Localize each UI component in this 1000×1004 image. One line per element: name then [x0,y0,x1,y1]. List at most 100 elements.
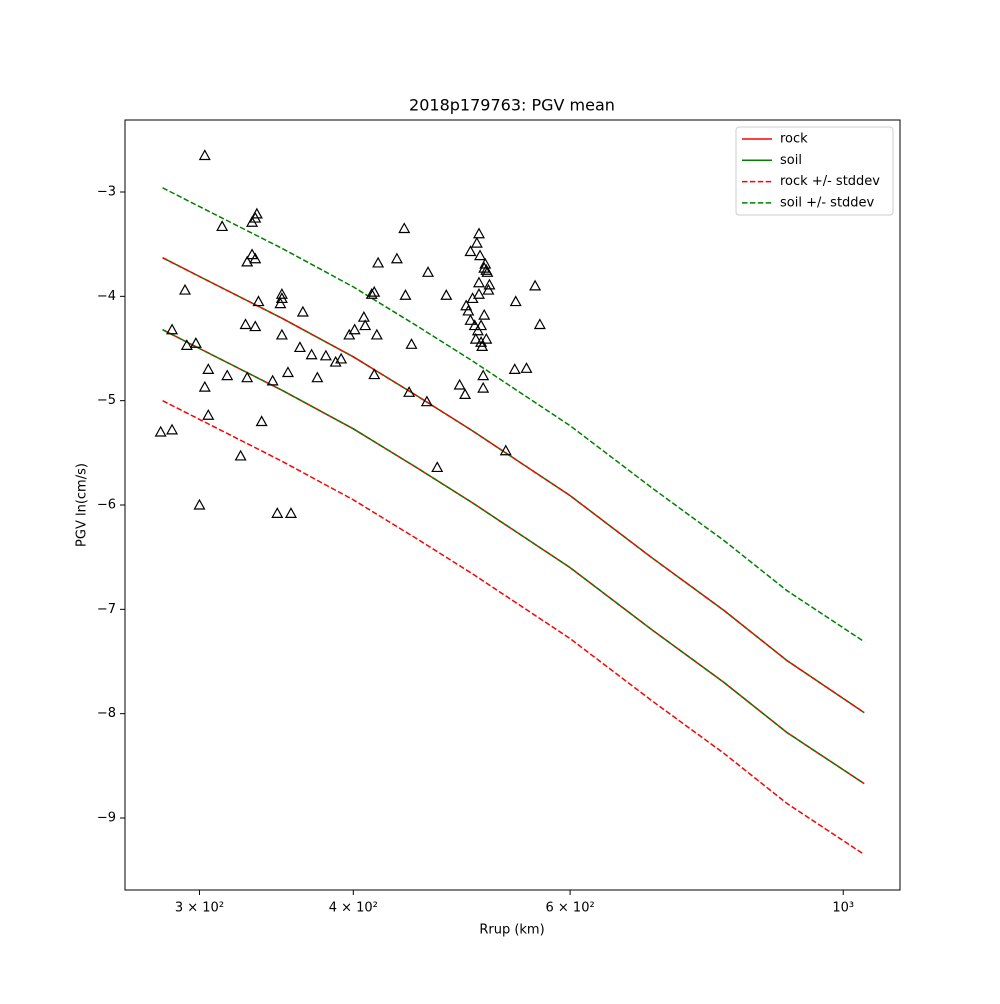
data-point [372,256,385,268]
data-point [470,236,483,248]
data-point [274,297,287,309]
data-point [357,310,370,322]
data-point [403,386,416,397]
data-point [198,380,211,392]
stddev-line [162,329,865,785]
data-point [178,283,192,295]
axes-frame [124,119,901,891]
y-tick-label: −7 [97,602,116,617]
data-point [459,388,472,400]
data-point [359,319,372,331]
data-point [509,295,522,307]
mean-line [162,329,865,785]
data-point [216,220,229,232]
y-axis-label: PGV ln(cm/s) [75,463,90,547]
x-tick-label: 10³ [832,901,854,916]
data-point [462,304,475,316]
data-point [252,295,265,307]
data-point [368,368,381,380]
data-point [275,288,288,299]
data-point [475,319,488,331]
data-point [241,255,254,267]
data-point [329,355,342,367]
plot-area [154,149,865,856]
data-point [249,252,262,264]
data-point [266,374,279,386]
data-point [281,366,294,378]
data-point [529,279,542,291]
x-tick-label: 4 × 10² [329,901,378,916]
data-point [275,328,288,340]
x-axis-label: Rrup (km) [479,923,544,938]
data-point [365,288,378,299]
data-point [477,369,490,381]
legend-label: rock [780,132,808,147]
y-tick-label: −3 [97,184,116,199]
data-point [193,498,206,510]
data-point [405,338,418,349]
data-point [293,341,306,353]
data-point [499,444,512,456]
data-point [480,332,493,344]
legend-box [735,126,894,216]
data-point [319,349,332,361]
data-point [343,328,356,340]
data-point [472,227,486,239]
y-tick-label: −6 [97,498,116,513]
y-tick-label: −5 [97,393,116,408]
data-point [234,449,247,461]
data-point [348,323,361,335]
data-point [472,276,486,288]
data-point [464,245,477,257]
data-point [221,369,234,381]
chart-title: 2018p179763: PGV mean [409,96,615,115]
data-point [422,266,435,277]
data-point [335,352,348,364]
data-point [202,409,215,420]
data-point [370,328,383,340]
y-tick-label: −8 [97,706,116,721]
data-point [249,320,262,332]
data-point [471,324,484,336]
x-tick-label: 6 × 10² [546,901,595,916]
stddev-line [162,400,865,856]
stddev-line [162,187,865,643]
stddev-line [162,257,865,714]
data-point [475,336,488,347]
data-point [255,415,268,427]
data-point [166,323,179,335]
data-point [189,337,202,348]
data-point [305,348,318,360]
legend-label: soil +/- stddev [780,195,875,210]
data-point [166,423,179,435]
data-point [241,371,254,383]
legend-label: rock +/- stddev [780,174,880,189]
data-point [469,332,482,344]
data-point [474,249,487,261]
data-point [154,425,167,437]
data-point [477,381,490,393]
data-point [390,252,403,264]
data-point [296,305,309,317]
y-tick-label: −4 [97,289,116,304]
data-point [481,266,494,277]
data-point [431,461,444,473]
data-point [508,363,521,374]
data-point [453,378,466,390]
data-point [198,149,211,161]
data-point [483,278,496,290]
data-point [271,507,284,518]
data-point [482,283,495,295]
data-point [464,314,477,325]
data-point [533,318,546,330]
x-tick-label: 3 × 10² [175,901,224,916]
data-point [399,289,412,300]
y-tick-label: −9 [97,811,116,826]
data-point [472,288,486,299]
data-point [420,395,433,407]
data-point [311,371,324,383]
legend-label: soil [780,153,802,168]
data-point [398,222,411,234]
